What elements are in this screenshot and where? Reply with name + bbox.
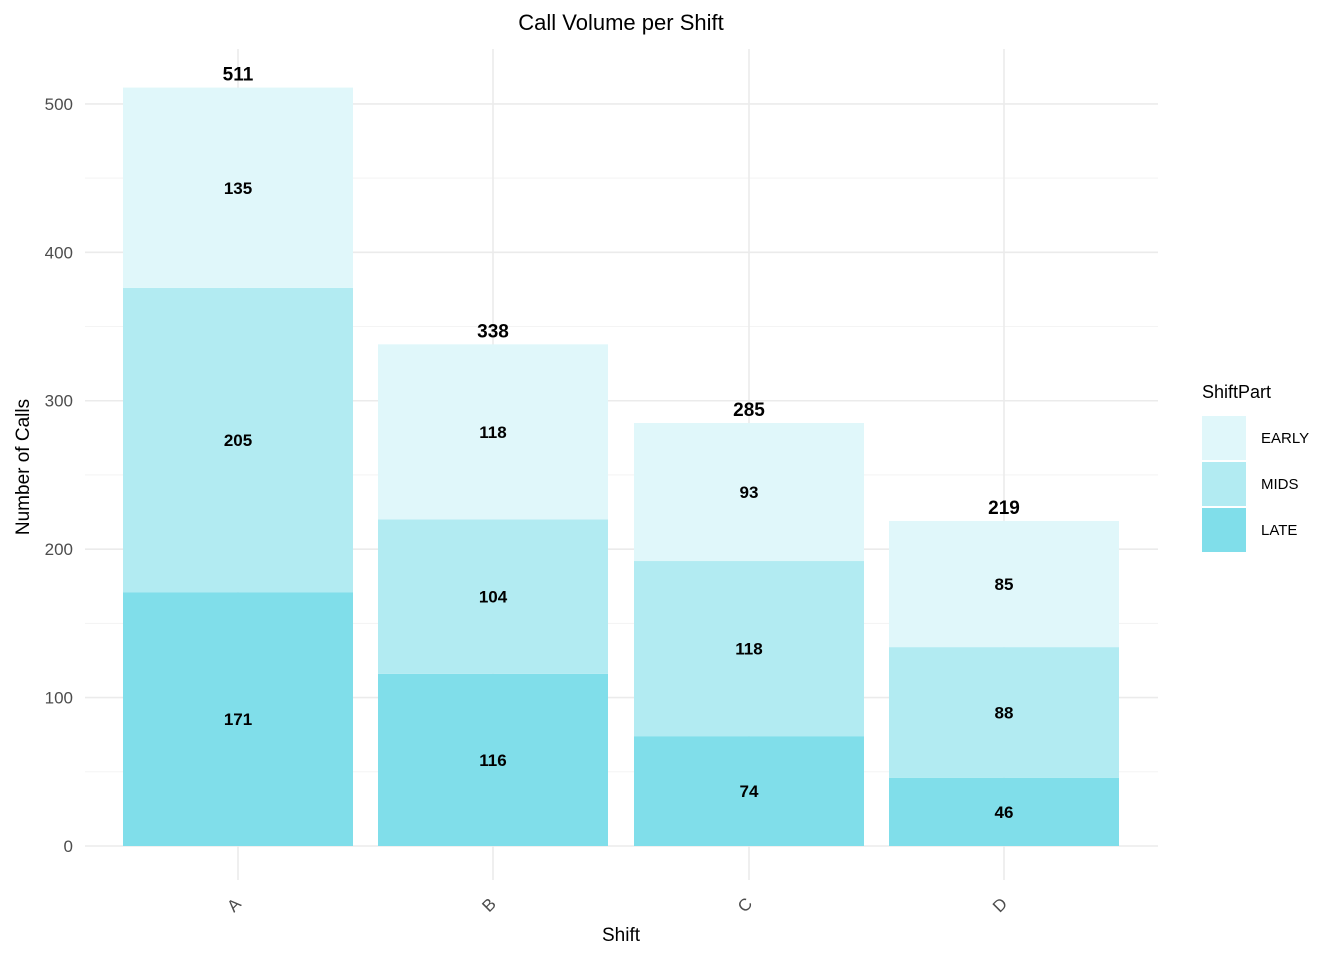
y-axis-title: Number of Calls — [13, 399, 34, 535]
x-tick-label: B — [478, 894, 499, 915]
legend-label-late: LATE — [1261, 522, 1297, 539]
y-tick-label: 0 — [64, 837, 73, 856]
chart-title: Call Volume per Shift — [518, 10, 723, 35]
bar-segment-mids-c — [634, 561, 864, 737]
legend-swatch-mids — [1202, 462, 1246, 506]
total-value-label: 285 — [733, 400, 765, 421]
bar-segment-late-d — [889, 777, 1119, 846]
legend-swatch-late — [1202, 508, 1246, 552]
legend-swatch-early — [1202, 416, 1246, 460]
legend-title: ShiftPart — [1202, 382, 1271, 402]
y-tick-label: 200 — [45, 540, 73, 559]
total-value-label: 511 — [223, 65, 254, 86]
total-value-label: 219 — [988, 498, 1020, 519]
y-tick-label: 500 — [45, 95, 73, 114]
y-tick-label: 300 — [45, 392, 73, 411]
bar-segment-late-a — [123, 592, 353, 846]
legend-items: EARLY MIDS LATE — [1202, 416, 1309, 552]
segment-value-label: 118 — [479, 423, 506, 442]
bar-segment-late-b — [378, 673, 608, 846]
segment-value-label: 118 — [735, 640, 762, 659]
bar-segment-late-c — [634, 736, 864, 846]
bar-segment-mids-b — [378, 519, 608, 674]
bar-segment-mids-a — [123, 287, 353, 593]
segment-value-label: 205 — [224, 431, 252, 450]
x-tick-label: A — [223, 894, 245, 916]
y-tick-label: 400 — [45, 243, 73, 262]
segment-value-label: 88 — [995, 703, 1014, 722]
bar-segment-early-d — [889, 520, 1119, 648]
segment-value-label: 74 — [740, 782, 759, 801]
segment-value-label: 116 — [479, 751, 506, 770]
segment-value-label: 93 — [740, 483, 759, 502]
bar-segment-early-c — [634, 423, 864, 562]
segment-value-label: 135 — [224, 179, 252, 198]
bar-segment-early-a — [123, 87, 353, 288]
bar-segment-mids-d — [889, 647, 1119, 778]
segment-value-label: 104 — [479, 588, 508, 607]
y-tick-label: 100 — [45, 689, 73, 708]
bars-layer — [123, 87, 1119, 846]
x-axis-title: Shift — [602, 925, 641, 946]
total-value-label: 338 — [477, 321, 509, 342]
legend: ShiftPart EARLY MIDS LATE — [1202, 382, 1309, 552]
x-tick-label: D — [989, 894, 1011, 916]
legend-label-early: EARLY — [1261, 430, 1309, 447]
segment-value-label: 171 — [224, 710, 252, 729]
legend-label-mids: MIDS — [1261, 476, 1299, 493]
segment-value-label: 85 — [995, 575, 1014, 594]
bar-segment-early-b — [378, 344, 608, 520]
x-tick-label: C — [734, 894, 756, 916]
segment-value-label: 46 — [995, 803, 1014, 822]
labels-layer: 171 205 135 511 116 104 118 338 74 118 93 285 46 88 85… — [223, 65, 1020, 822]
